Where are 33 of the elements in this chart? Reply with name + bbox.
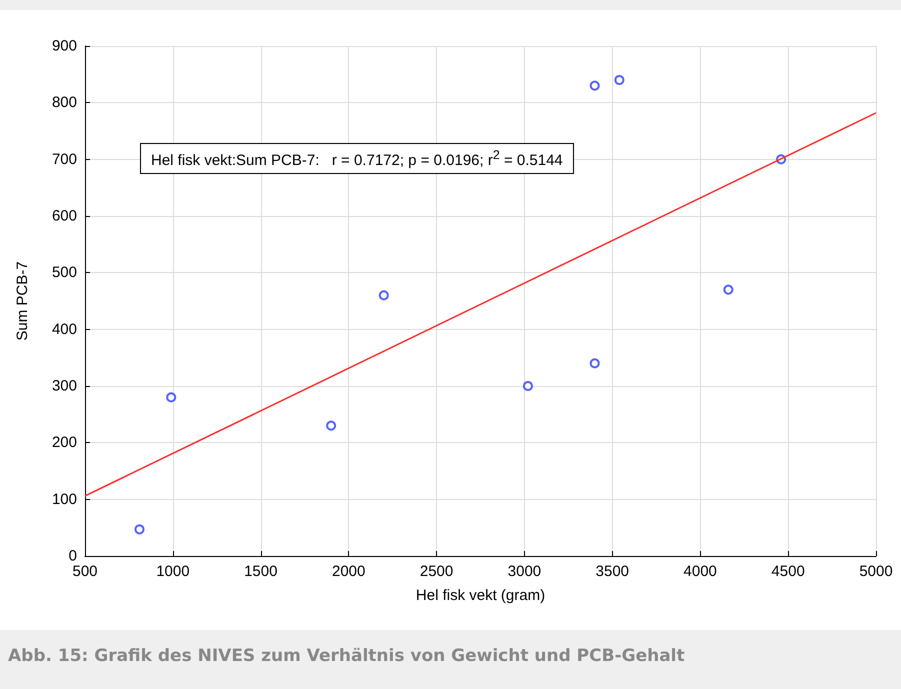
x-tick-label: 1000 [156,563,190,580]
x-tick-label: 5000 [859,563,893,580]
point [378,290,389,300]
x-tick-label: 4000 [684,563,717,580]
x-tick-label: 4500 [771,563,805,580]
point [590,358,600,368]
point [522,381,533,391]
y-tick-label: 600 [52,208,77,224]
point [614,75,624,85]
y-tick-label: 500 [52,264,77,282]
y-tick-label: 900 [52,38,77,54]
caption: Abb. 15: Grafik des NIVES zum Verhältnis von Gewicht und PCB-Gehalt [8,646,685,666]
point [723,284,734,295]
x-tick-label: 2000 [332,563,366,580]
y-tick-label: 800 [52,94,77,112]
point [166,392,176,402]
x-tick-label: 1500 [244,563,278,580]
x-tick-label: 2500 [420,563,454,580]
point [326,420,336,431]
y-tick-label: 0 [68,548,77,564]
y-tick-label: 100 [52,490,77,508]
annotation: Hel fisk vekt:Sum PCB-7: r = 0.7172; p = 0.0196; r$^{2}$ = 0.5144 [140,143,574,174]
x-tick-label: 3500 [596,563,630,580]
point [134,524,144,534]
x-axis-title: Hel fisk vekt (gram) [416,587,546,604]
y-tick-label: 700 [52,150,77,168]
x-tick-label: 500 [72,563,98,580]
point [590,80,600,91]
y-tick-label: 400 [52,320,77,338]
y-tick-label: 300 [52,378,77,394]
y-tick-label: 200 [52,434,77,452]
y-axis-title: Sum PCB-7 [14,261,31,341]
x-tick-label: 3000 [508,563,542,580]
